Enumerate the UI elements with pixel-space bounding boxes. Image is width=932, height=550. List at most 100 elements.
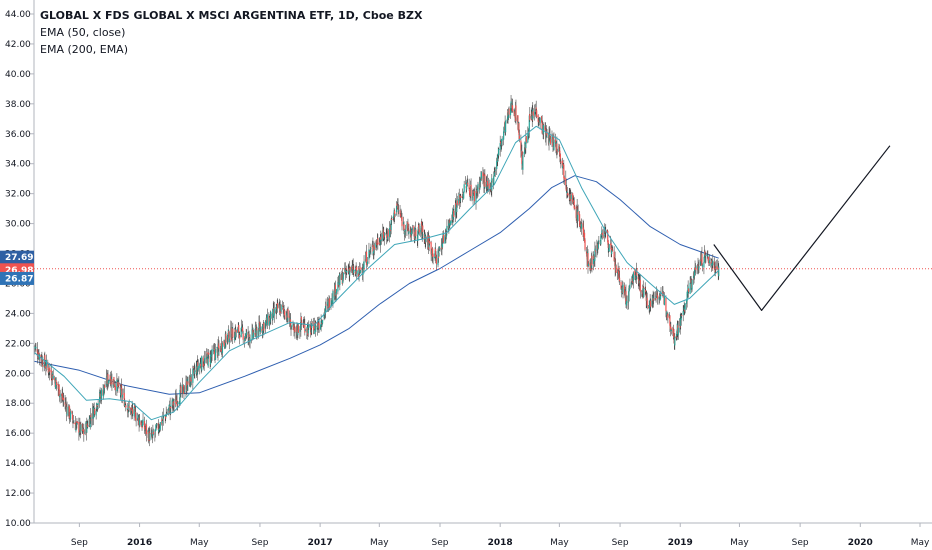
candle-body (577, 211, 579, 215)
candle-body (523, 152, 525, 155)
candle-body (634, 275, 636, 277)
candle-body (83, 432, 85, 434)
candle-body (325, 304, 327, 306)
candle-body (304, 324, 306, 333)
candle-body (407, 229, 410, 233)
trend-path (713, 145, 891, 311)
price-tick-label: 34.00 (5, 160, 31, 170)
candle-body (673, 329, 675, 338)
candle-body (563, 177, 565, 180)
candle-body (650, 300, 652, 307)
candle-body (455, 203, 457, 208)
candle-body (428, 242, 430, 248)
candle-body (313, 329, 315, 335)
candle-body (197, 366, 199, 370)
candle-body (411, 228, 413, 230)
candle-body (235, 330, 237, 333)
candle-body (397, 205, 399, 210)
candle-body (107, 380, 110, 384)
candle-body (323, 313, 325, 319)
candle-body (556, 151, 559, 153)
candle-body (251, 328, 254, 329)
candle-body (315, 325, 317, 333)
candle-body (535, 107, 537, 113)
candle-body (59, 393, 61, 397)
price-tick-label: 12.00 (5, 489, 31, 499)
ema50-legend[interactable]: EMA (50, close) (40, 26, 126, 39)
candle-body (80, 424, 82, 433)
candle-body (701, 254, 703, 266)
symbol-title[interactable]: GLOBAL X FDS GLOBAL X MSCI ARGENTINA ETF… (40, 9, 423, 22)
ema200-legend[interactable]: EMA (200, EMA) (40, 43, 128, 56)
candle-body (123, 392, 125, 406)
candle-body (299, 328, 301, 331)
candle-body (618, 271, 620, 279)
candle-body (223, 341, 225, 345)
time-axis[interactable]: Sep 2016 May Sep 2017 May Sep 2018 May Sep 2019 May… (34, 522, 932, 548)
candle-body (470, 184, 472, 197)
candle-body (453, 210, 455, 217)
candle-body (210, 355, 212, 356)
candle-body (493, 175, 495, 185)
candle-body (451, 220, 453, 224)
candle-body (699, 258, 702, 266)
time-tick-label: Sep (251, 538, 268, 548)
candle-body (337, 282, 339, 292)
candle-body (705, 254, 707, 257)
candle-body (320, 324, 322, 330)
candle-body (225, 333, 227, 343)
candle-body (549, 134, 551, 139)
candle-body (283, 307, 285, 311)
candle-body (662, 291, 664, 295)
candle-body (262, 324, 264, 334)
trend-drawing[interactable] (713, 145, 891, 311)
candle-body (251, 329, 253, 340)
candle-body (394, 214, 396, 216)
candle-body (121, 388, 123, 397)
candle-body (386, 234, 388, 239)
candle-body (339, 273, 341, 286)
candle-body (223, 342, 226, 347)
candle-body (78, 422, 80, 434)
price-tick-label: 22.00 (5, 339, 31, 349)
candle-body (563, 164, 565, 179)
candle-body (62, 393, 64, 400)
candle-body (404, 230, 406, 235)
candle-body (186, 389, 188, 391)
candle-body (598, 240, 600, 242)
candle-body (458, 199, 460, 204)
candle-body (113, 384, 116, 387)
candle-body (187, 381, 189, 385)
candle-body (297, 325, 300, 333)
candle-body (324, 305, 327, 313)
candle-body (109, 376, 112, 385)
candle-body (134, 404, 136, 408)
candle-body (477, 183, 479, 192)
candle-body (670, 329, 672, 332)
candle-body (551, 136, 553, 143)
candle-body (601, 232, 603, 236)
candle-body (311, 323, 313, 328)
candle-body (562, 164, 564, 169)
candle-body (165, 415, 167, 419)
candle-body (224, 347, 226, 349)
candle-body (639, 279, 641, 292)
candle-body (259, 327, 262, 332)
candle-body (503, 127, 505, 132)
candle-body (176, 402, 179, 404)
candle-body (277, 303, 279, 309)
price-tag-ema200: 27.69 (0, 250, 34, 264)
candle-body (680, 319, 682, 326)
time-tick-label: Sep (432, 538, 449, 548)
price-tick-label: 16.00 (5, 429, 31, 439)
candle-body (303, 322, 305, 324)
time-tick-label: May (550, 538, 569, 548)
candle-body (380, 239, 382, 241)
candle-body (645, 290, 647, 293)
candle-body (559, 154, 561, 160)
candle-body (73, 423, 75, 424)
candle-body (611, 250, 613, 255)
candle-body (539, 117, 541, 124)
candle-body (346, 271, 348, 273)
